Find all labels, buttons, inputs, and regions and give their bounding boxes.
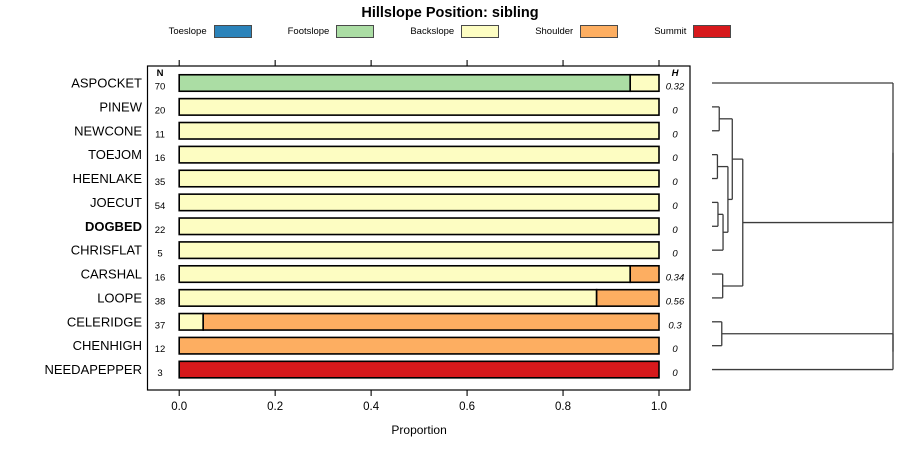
site-label: TOEJOM bbox=[88, 147, 142, 162]
legend-swatch-shoulder bbox=[580, 25, 619, 38]
bar-segment-backslope bbox=[178, 145, 660, 164]
bar-segment-backslope bbox=[178, 288, 598, 307]
legend-label: Summit bbox=[654, 26, 687, 37]
n-value: 37 bbox=[155, 320, 166, 331]
chart-title: Hillslope Position: sibling bbox=[361, 5, 539, 21]
plot-box bbox=[146, 65, 691, 391]
h-value: 0.34 bbox=[666, 273, 685, 284]
h-value: 0 bbox=[672, 344, 678, 355]
x-tick-label: 0.8 bbox=[555, 401, 571, 413]
h-value: 0.32 bbox=[666, 82, 685, 93]
bar-segment-footslope bbox=[178, 73, 632, 93]
site-label: HEENLAKE bbox=[73, 171, 143, 186]
legend-swatch-footslope bbox=[336, 25, 375, 38]
legend-label: Shoulder bbox=[535, 26, 574, 37]
h-value: 0 bbox=[672, 129, 678, 140]
site-label: CHENHIGH bbox=[73, 338, 142, 353]
n-column-header: N bbox=[157, 68, 164, 79]
h-value: 0 bbox=[672, 368, 678, 379]
bar-segment-shoulder bbox=[202, 312, 660, 331]
legend-swatch-backslope bbox=[461, 25, 500, 38]
site-label: JOECUT bbox=[90, 195, 142, 210]
legend-item-backslope: Backslope bbox=[410, 25, 500, 38]
n-value: 12 bbox=[155, 344, 166, 355]
site-label: CHRISFLAT bbox=[71, 243, 142, 258]
bar-segment-backslope bbox=[629, 73, 660, 93]
n-value: 38 bbox=[155, 296, 166, 307]
bar-segment-backslope bbox=[178, 193, 660, 212]
site-label: PINEW bbox=[99, 99, 142, 114]
h-value: 0 bbox=[672, 153, 678, 164]
bar-segment-backslope bbox=[178, 264, 632, 284]
x-tick-label: 0.6 bbox=[459, 401, 475, 413]
site-label: DOGBED bbox=[85, 219, 142, 234]
n-value: 11 bbox=[155, 129, 165, 140]
n-value: 22 bbox=[155, 225, 166, 236]
bar-segment-backslope bbox=[178, 169, 660, 188]
legend-swatch-summit bbox=[693, 25, 732, 38]
bar-segment-backslope bbox=[178, 217, 660, 236]
site-label: CARSHAL bbox=[81, 267, 142, 282]
h-value: 0 bbox=[672, 201, 678, 212]
h-value: 0.3 bbox=[668, 320, 682, 331]
site-label: CELERIDGE bbox=[67, 314, 142, 329]
n-value: 35 bbox=[155, 177, 166, 188]
bar-segment-backslope bbox=[178, 241, 660, 260]
site-label: LOOPE bbox=[97, 290, 142, 305]
h-column-header: H bbox=[672, 68, 680, 79]
legend-item-footslope: Footslope bbox=[288, 25, 375, 38]
site-label: NEEDAPEPPER bbox=[44, 362, 142, 377]
legend-item-toeslope: Toeslope bbox=[169, 25, 252, 38]
legend-item-summit: Summit bbox=[654, 25, 732, 38]
x-tick-label: 0.0 bbox=[171, 401, 187, 413]
h-value: 0 bbox=[672, 225, 678, 236]
legend-item-shoulder: Shoulder bbox=[535, 25, 619, 38]
bar-segment-summit bbox=[178, 360, 660, 379]
site-label: ASPOCKET bbox=[71, 76, 142, 91]
h-value: 0 bbox=[672, 105, 678, 116]
n-value: 20 bbox=[155, 105, 166, 116]
h-value: 0 bbox=[672, 177, 678, 188]
bar-segment-shoulder bbox=[629, 264, 660, 284]
n-value: 70 bbox=[155, 82, 166, 93]
n-value: 5 bbox=[157, 249, 162, 260]
bar-segment-backslope bbox=[178, 312, 204, 331]
h-value: 0 bbox=[672, 249, 678, 260]
site-label: NEWCONE bbox=[74, 123, 142, 138]
h-value: 0.56 bbox=[666, 296, 685, 307]
n-value: 16 bbox=[155, 153, 166, 164]
bar-segment-shoulder bbox=[178, 336, 660, 355]
bar-segment-shoulder bbox=[595, 288, 660, 307]
x-axis-title: Proportion bbox=[391, 423, 446, 437]
bar-segment-backslope bbox=[178, 97, 660, 116]
n-value: 3 bbox=[157, 368, 162, 379]
x-tick-label: 0.4 bbox=[363, 401, 380, 413]
x-tick-label: 0.2 bbox=[267, 401, 283, 413]
n-value: 16 bbox=[155, 273, 166, 284]
legend: Toeslope Footslope Backslope Shoulder Summit bbox=[0, 25, 900, 38]
legend-label: Toeslope bbox=[168, 26, 207, 37]
legend-label: Backslope bbox=[410, 26, 455, 37]
legend-swatch-toeslope bbox=[213, 25, 252, 38]
legend-label: Footslope bbox=[287, 26, 330, 37]
bar-segment-backslope bbox=[178, 121, 660, 140]
x-tick-label: 1.0 bbox=[651, 401, 667, 413]
n-value: 54 bbox=[155, 201, 166, 212]
